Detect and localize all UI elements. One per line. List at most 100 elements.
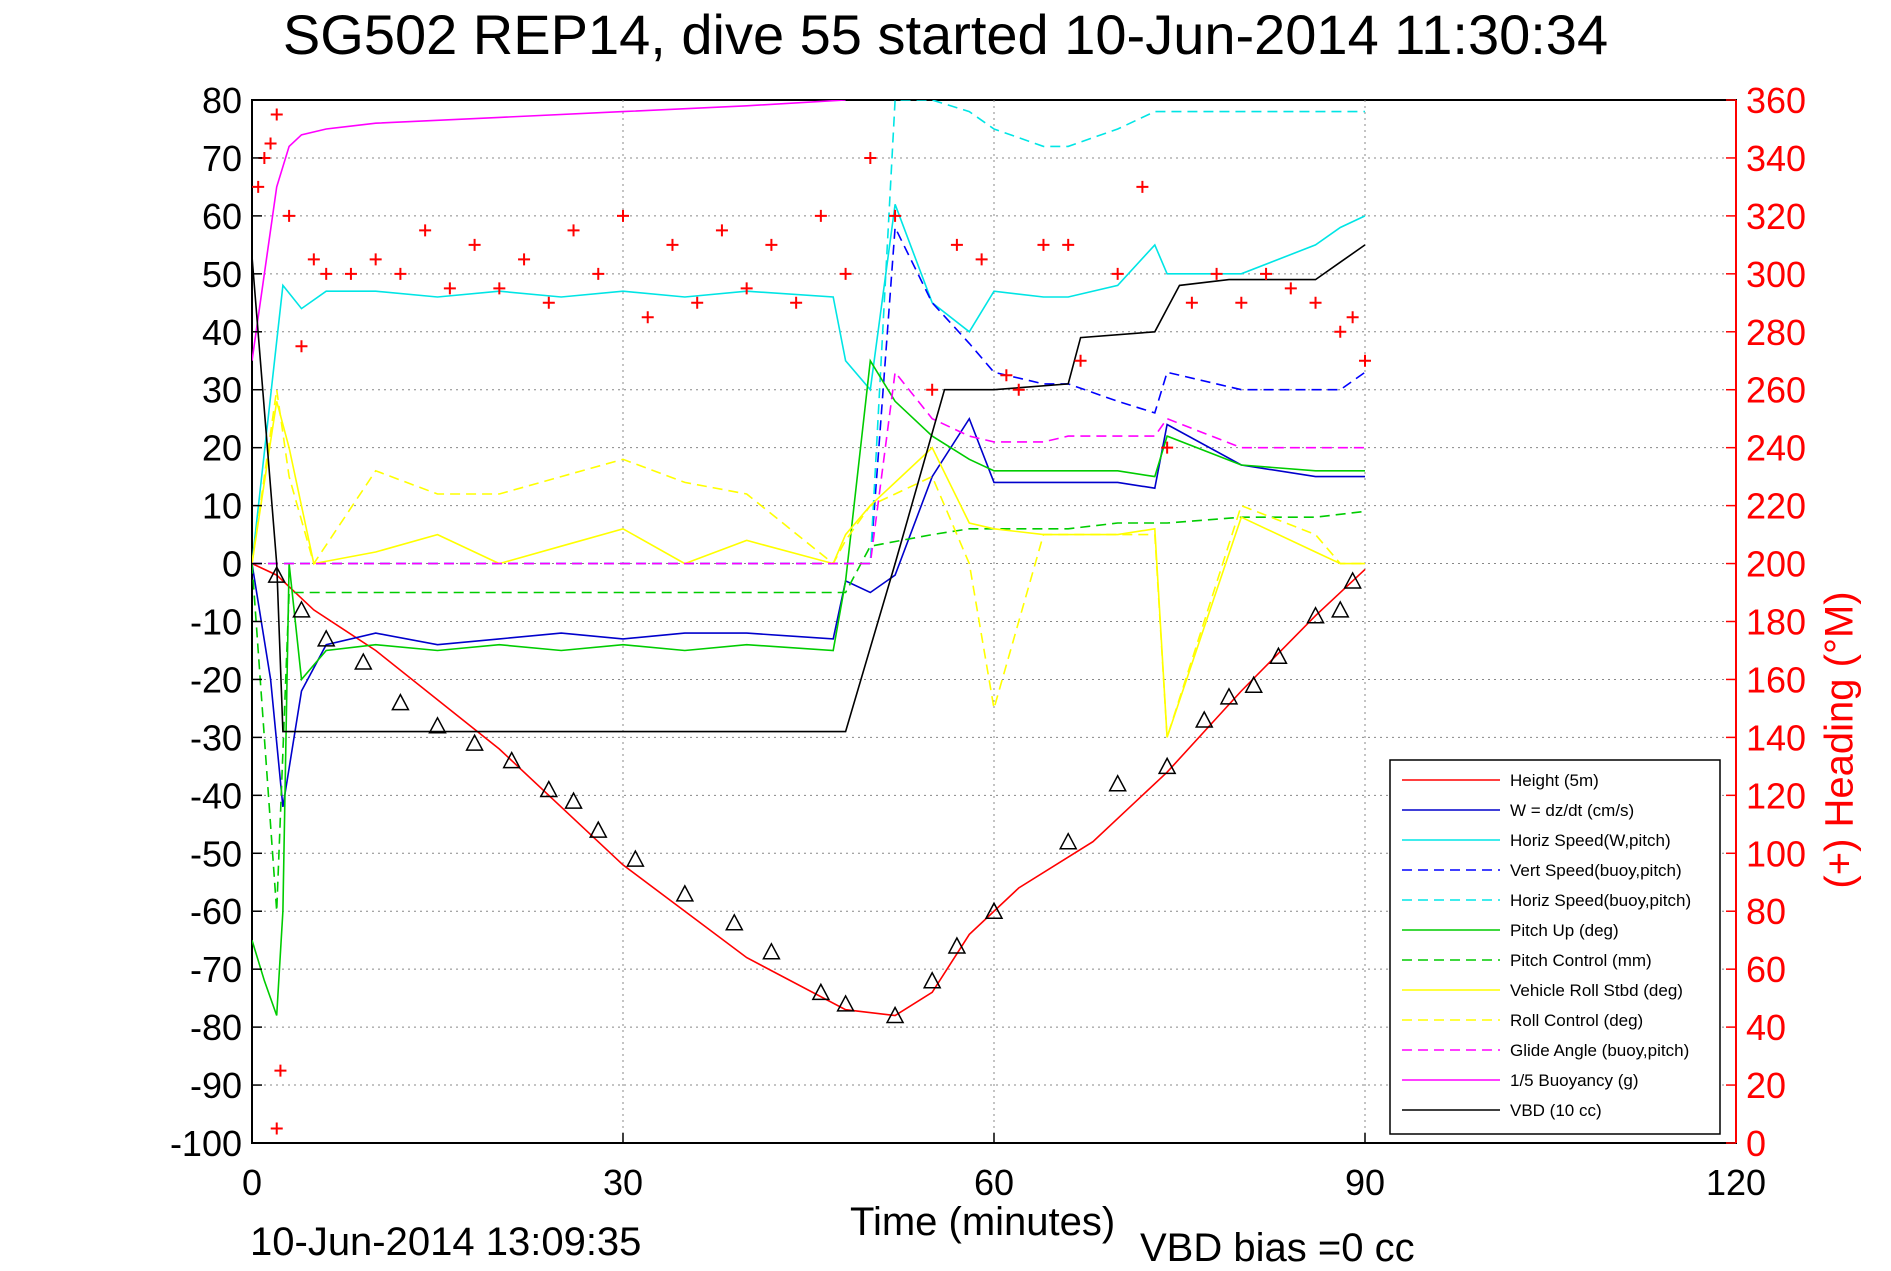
depth-marker [1343, 571, 1362, 589]
heading-marker [264, 137, 277, 150]
depth-marker [589, 820, 608, 838]
heading-marker [1260, 267, 1273, 280]
depth-marker [811, 982, 831, 1001]
heading-marker [889, 209, 902, 222]
depth-marker [675, 884, 695, 902]
legend-box [1389, 759, 1721, 1135]
heading-marker [274, 1064, 287, 1077]
depth-marker [1306, 606, 1325, 624]
depth-marker [391, 693, 410, 711]
heading-marker [270, 1122, 283, 1135]
heading-marker [307, 253, 320, 266]
heading-marker [839, 267, 852, 280]
y-right-tick-label: 40 [1746, 1007, 1786, 1048]
y-right-tick-label: 80 [1746, 891, 1786, 932]
series-line-pitch_ctrl [252, 510, 1366, 912]
heading-marker [617, 209, 629, 222]
heading-marker [567, 224, 580, 237]
legend-label: Roll Control (deg) [1510, 1011, 1643, 1030]
depth-marker [947, 936, 967, 954]
heading-marker [320, 267, 333, 280]
y-tick-label: 70 [202, 138, 242, 179]
legend-label: 1/5 Buoyancy (g) [1510, 1071, 1639, 1090]
y-right-tick-label: 20 [1746, 1065, 1786, 1106]
depth-marker [354, 652, 373, 670]
heading-marker [950, 238, 963, 251]
heading-marker [1309, 296, 1322, 309]
heading-marker [1000, 369, 1013, 382]
legend-label: Vehicle Roll Stbd (deg) [1510, 981, 1683, 1000]
heading-marker [283, 209, 296, 222]
series-line-horiz_w [252, 204, 1366, 564]
series-line-vert_buoy [252, 224, 1366, 565]
heading-marker [1359, 354, 1371, 367]
heading-marker [1161, 441, 1174, 454]
depth-marker [836, 994, 855, 1012]
y-right-tick-label: 60 [1746, 949, 1786, 990]
y-right-tick-label: 200 [1746, 544, 1806, 585]
heading-marker [419, 224, 432, 237]
heading-marker [1185, 296, 1198, 309]
depth-marker [1244, 675, 1263, 693]
y-tick-label: -90 [190, 1065, 242, 1106]
depth-marker [1331, 600, 1350, 618]
y-right-tick-label: 300 [1746, 254, 1806, 295]
heading-marker [592, 267, 605, 280]
y-tick-label: 30 [202, 370, 242, 411]
series-line-height [252, 562, 1366, 1017]
x-tick-label: 30 [603, 1162, 643, 1203]
series-line-pitch_up [252, 358, 1365, 1016]
y-right-tick-label: 140 [1746, 717, 1806, 758]
y-axis-right-label: (+) Heading (°M) [1817, 591, 1862, 889]
series-line-horiz_buoy [252, 100, 1365, 565]
legend-label: Vert Speed(buoy,pitch) [1510, 861, 1682, 880]
series-line-roll_ctrl [252, 389, 1365, 738]
heading-marker [1074, 354, 1087, 367]
depth-marker [292, 600, 311, 618]
depth-marker [922, 971, 942, 989]
y-tick-label: -80 [190, 1007, 242, 1048]
y-tick-label: 0 [222, 544, 242, 585]
depth-marker [1058, 832, 1078, 850]
timestamp-label: 10-Jun-2014 13:09:35 [250, 1220, 642, 1264]
heading-marker [641, 311, 654, 324]
legend: Height (5m) W = dz/dt (cm/s) Horiz Speed(W… [1389, 759, 1721, 1135]
heading-marker [864, 151, 877, 164]
y-tick-label: -50 [190, 833, 242, 874]
heading-marker [1136, 180, 1149, 193]
y-right-tick-label: 320 [1746, 196, 1806, 237]
y-tick-label: -30 [190, 717, 242, 758]
y-right-tick-label: 100 [1746, 833, 1806, 874]
heading-marker [468, 238, 481, 251]
depth-marker [984, 901, 1004, 919]
legend-label: Horiz Speed(W,pitch) [1510, 831, 1671, 850]
depth-marker [1194, 710, 1214, 728]
depth-marker [502, 750, 521, 769]
heading-marker [542, 296, 555, 309]
legend-label: VBD (10 cc) [1510, 1101, 1602, 1120]
depth-marker [564, 791, 583, 809]
heading-marker [1012, 383, 1025, 396]
y-right-tick-label: 120 [1746, 775, 1806, 816]
series-line-glide [252, 370, 1365, 565]
heading-marker [715, 224, 728, 237]
heading-marker [443, 282, 456, 295]
y-tick-label: -100 [170, 1123, 242, 1164]
depth-marker [539, 779, 559, 798]
series-group [252, 100, 1371, 1135]
heading-marker [493, 282, 506, 295]
y-tick-label: 80 [202, 80, 242, 121]
heading-marker [1062, 238, 1075, 251]
heading-marker [765, 238, 778, 251]
heading-marker [691, 296, 704, 309]
y-tick-label: 50 [202, 254, 242, 295]
depth-marker [316, 629, 336, 647]
y-tick-label: -10 [190, 602, 242, 643]
series-line-vbd [252, 244, 1366, 733]
heading-marker [926, 383, 939, 396]
heading-marker [975, 253, 988, 266]
x-tick-label: 120 [1706, 1162, 1766, 1203]
series-layer [252, 100, 1371, 1135]
legend-label: Pitch Control (mm) [1510, 951, 1652, 970]
